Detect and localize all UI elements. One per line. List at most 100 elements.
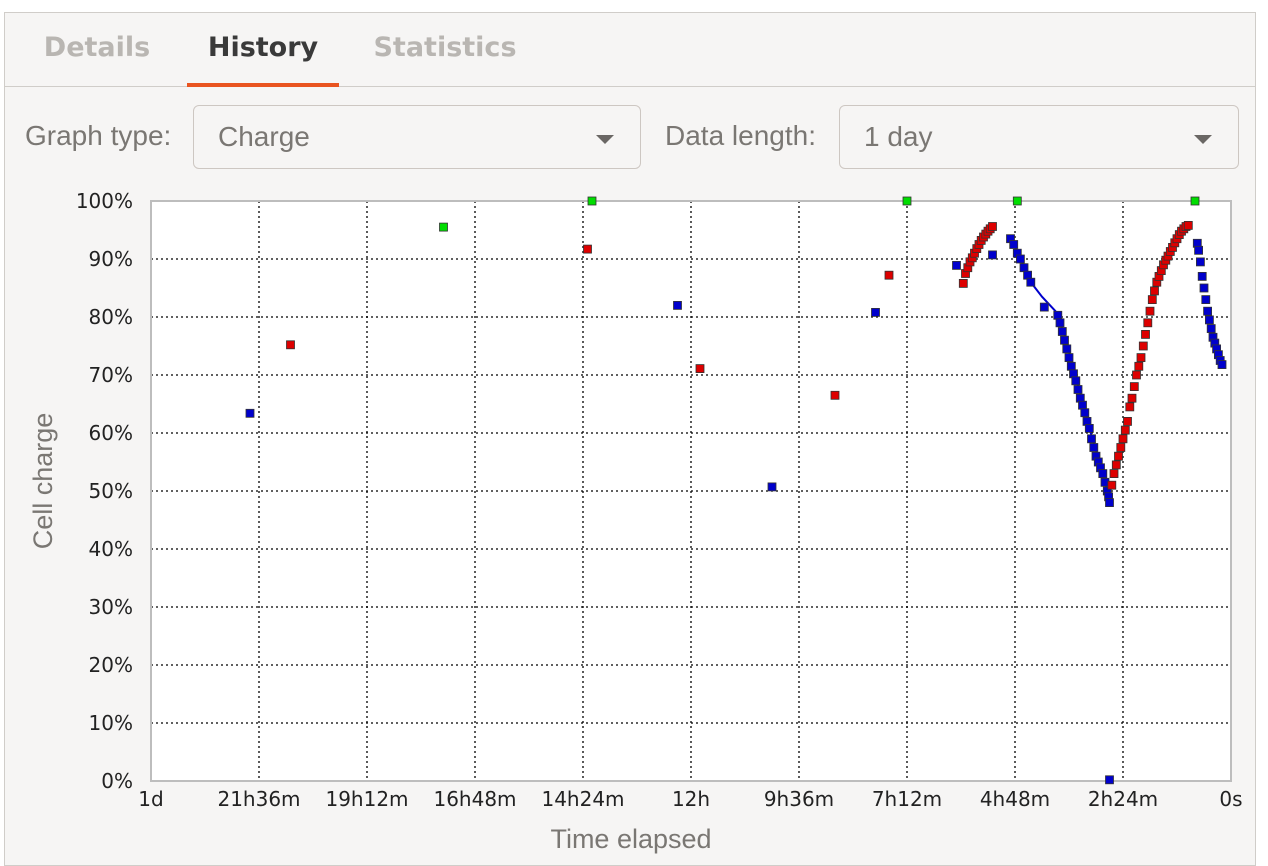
data-point-discharging: [1071, 376, 1081, 386]
data-point-charging: [1120, 425, 1130, 435]
data-point-charged: [1190, 196, 1200, 206]
graph-type-dropdown[interactable]: Charge: [193, 105, 641, 169]
data-point-discharging: [1057, 327, 1067, 336]
tab-bar: Details History Statistics: [5, 13, 1255, 87]
x-tick-label: 12h: [672, 787, 710, 811]
data-point-discharging: [1201, 295, 1211, 305]
data-point-charging: [988, 222, 997, 231]
data-point-charging: [1136, 353, 1146, 363]
data-point-charging: [1123, 416, 1132, 426]
graph-type-value: Charge: [218, 121, 310, 152]
data-point-discharging: [1026, 277, 1036, 287]
x-tick-label: 14h24m: [541, 787, 624, 811]
tab-history-label: History: [207, 32, 319, 63]
data-point-charging: [884, 270, 894, 280]
data-point-discharging: [673, 300, 682, 310]
data-point-charging: [1138, 341, 1148, 351]
x-tick-label: 7h12m: [872, 787, 942, 811]
y-tick-label: 80%: [89, 305, 133, 329]
y-tick-label: 30%: [89, 595, 133, 619]
y-tick-label: 70%: [89, 363, 133, 387]
data-point-discharging: [1053, 310, 1063, 320]
chevron-down-icon: [596, 135, 614, 144]
data-point-discharging: [1016, 254, 1025, 264]
data-point-discharging: [1197, 271, 1207, 281]
x-tick-label: 0s: [1219, 787, 1242, 811]
data-point-charging: [1183, 220, 1193, 230]
data-point-discharging: [1039, 302, 1049, 312]
data-point-discharging: [1089, 443, 1099, 452]
x-tick-label: 21h36m: [217, 787, 300, 811]
x-tick-label: 1d: [138, 787, 163, 811]
data-point-charging: [1109, 469, 1119, 479]
data-point-charging: [1129, 382, 1139, 392]
data-point-discharging: [1098, 469, 1108, 479]
data-point-discharging: [871, 307, 880, 317]
y-tick-label: 90%: [89, 247, 133, 271]
data-point-discharging: [1060, 335, 1069, 345]
y-tick-label: 20%: [89, 653, 133, 677]
data-point-charged: [439, 222, 448, 232]
x-tick-label: 4h48m: [980, 787, 1050, 811]
data-point-charging: [583, 244, 592, 254]
data-point-discharging: [1196, 257, 1205, 267]
data-point-charged: [1012, 196, 1022, 206]
data-point-charging: [695, 364, 705, 374]
tab-history[interactable]: History: [187, 13, 339, 87]
y-tick-label: 50%: [89, 479, 133, 503]
y-tick-label: 60%: [89, 421, 133, 445]
tab-statistics[interactable]: Statistics: [373, 32, 517, 63]
data-point-discharging: [1073, 385, 1083, 394]
data-point-charging: [1114, 451, 1123, 461]
data-point-discharging: [1009, 240, 1019, 249]
tab-details[interactable]: Details: [43, 32, 151, 63]
data-point-discharging: [1105, 498, 1114, 508]
data-point-charging: [1145, 306, 1155, 316]
data-point-charging: [1132, 370, 1141, 380]
data-point-charging: [1107, 480, 1117, 490]
data-point-discharging: [1217, 360, 1227, 370]
x-axis-label: Time elapsed: [550, 824, 711, 854]
data-point-charging: [1134, 361, 1144, 371]
data-point-discharging: [1105, 775, 1114, 785]
data-point-discharging: [1194, 245, 1203, 255]
data-point-discharging: [952, 260, 961, 270]
data-point-discharging: [1064, 353, 1074, 363]
data-point-charging: [1125, 402, 1135, 412]
x-tick-label: 19h12m: [325, 787, 408, 811]
plot-frame: [150, 200, 1232, 782]
y-axis-label: Cell charge: [28, 413, 58, 550]
data-point-charging: [1150, 286, 1159, 296]
data-point-discharging: [1078, 400, 1087, 410]
data-point-discharging: [1199, 283, 1209, 293]
data-point-charged: [587, 196, 597, 206]
data-point-charging: [1111, 460, 1121, 470]
data-point-discharging: [1019, 263, 1029, 273]
y-tick-label: 0%: [101, 769, 133, 793]
data-point-charging: [1141, 329, 1150, 339]
y-tick-label: 40%: [89, 537, 133, 561]
x-tick-label: 2h24m: [1088, 787, 1158, 811]
data-point-charging: [1116, 443, 1126, 452]
x-tick-label: 16h48m: [433, 787, 516, 811]
data-point-discharging: [1087, 434, 1096, 444]
data-point-discharging: [1203, 306, 1212, 316]
x-tick-label: 9h36m: [764, 787, 834, 811]
data-length-value: 1 day: [864, 121, 933, 152]
data-point-charging: [1118, 434, 1128, 444]
data-point-charging: [830, 390, 840, 400]
data-length-dropdown[interactable]: 1 day: [839, 105, 1239, 169]
data-point-discharging: [767, 482, 777, 492]
data-point-charging: [1147, 295, 1157, 305]
data-point-charging: [286, 340, 295, 350]
active-tab-indicator: [187, 83, 339, 87]
data-point-discharging: [1062, 344, 1072, 354]
data-point-discharging: [1055, 318, 1065, 328]
data-point-charging: [958, 278, 968, 288]
y-tick-label: 10%: [89, 711, 133, 735]
chevron-down-icon: [1194, 135, 1212, 144]
data-point-discharging: [988, 250, 997, 260]
data-point-discharging: [1080, 408, 1090, 418]
data-point-discharging: [1066, 361, 1076, 371]
